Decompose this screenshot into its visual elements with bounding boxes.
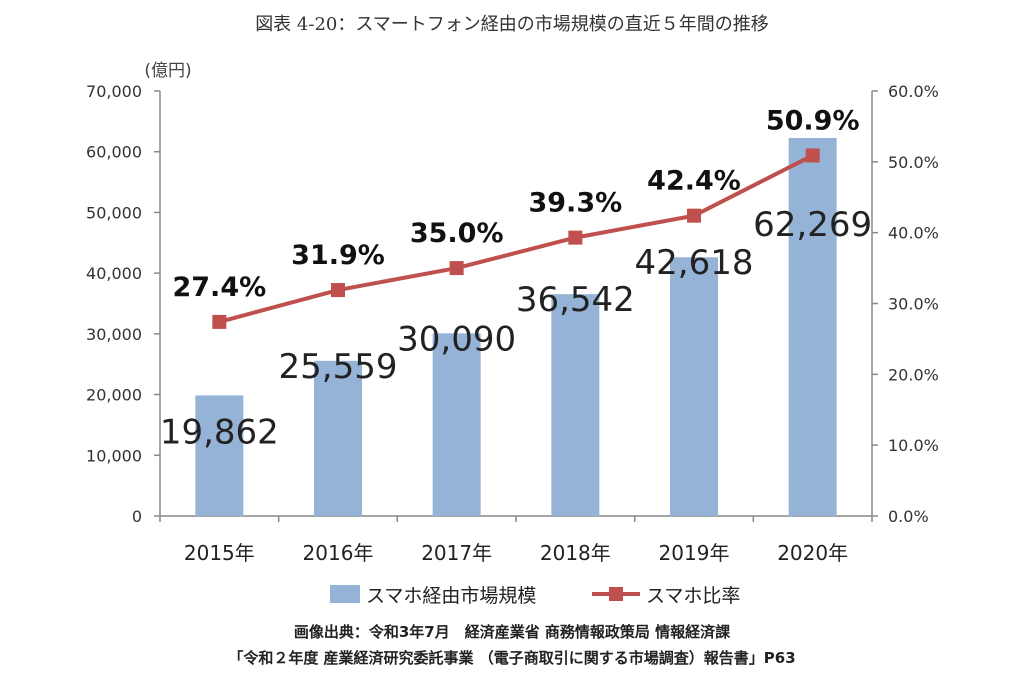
x-tick-label: 2019年	[659, 541, 730, 565]
left-tick-label: 10,000	[86, 446, 142, 465]
source-line-2: 「令和２年度 産業経済研究委託事業 （電子商取引に関する市場調査）報告書」P63	[228, 649, 795, 667]
right-tick-label: 50.0%	[888, 153, 939, 172]
ratio-marker	[331, 283, 345, 298]
ratio-value-label: 35.0%	[410, 218, 504, 249]
ratio-marker	[449, 261, 464, 276]
bar-value-label: 42,618	[635, 243, 754, 283]
bar-value-label: 36,542	[516, 280, 635, 320]
left-tick-label: 40,000	[86, 264, 142, 283]
left-tick-label: 20,000	[86, 386, 142, 405]
bar	[432, 333, 481, 516]
left-tick-label: 0	[132, 507, 142, 526]
bar-value-label: 19,862	[160, 412, 279, 452]
legend-line-label: スマホ比率	[646, 585, 740, 607]
bar	[670, 257, 718, 516]
x-tick-label: 2020年	[777, 541, 848, 565]
left-tick-label: 50,000	[86, 203, 142, 222]
x-tick-label: 2018年	[540, 541, 611, 565]
ratio-marker	[212, 314, 227, 329]
bar-value-label: 25,559	[279, 347, 398, 387]
left-tick-label: 70,000	[86, 82, 142, 101]
bar-value-label: 30,090	[397, 319, 516, 359]
ratio-value-label: 39.3%	[528, 188, 622, 219]
ratio-line	[212, 148, 820, 329]
ratio-marker	[805, 148, 820, 163]
x-tick-label: 2017年	[421, 541, 492, 565]
x-tick-label: 2015年	[184, 541, 255, 565]
legend-bar-swatch	[330, 585, 360, 603]
bar	[788, 137, 837, 516]
ratio-value-label: 31.9%	[291, 240, 385, 271]
right-tick-label: 30.0%	[888, 295, 939, 314]
bars	[195, 137, 837, 516]
ratio-marker	[687, 208, 701, 223]
right-tick-label: 40.0%	[888, 224, 939, 243]
figure-title: 図表 4-20：スマートフォン経由の市場規模の直近５年間の推移	[255, 14, 769, 35]
ratio-value-label: 50.9%	[766, 105, 860, 136]
right-tick-label: 20.0%	[888, 365, 939, 384]
ratio-value-label: 27.4%	[172, 272, 266, 303]
bar	[551, 294, 600, 516]
ratio-value-label: 42.4%	[647, 166, 741, 197]
bar	[195, 395, 244, 516]
legend-bar-label: スマホ経由市場規模	[366, 585, 536, 607]
legend-line-marker	[609, 587, 623, 601]
ratio-line-path	[218, 153, 814, 324]
ratio-marker	[568, 230, 583, 245]
right-tick-label: 10.0%	[888, 436, 939, 455]
left-tick-label: 30,000	[86, 325, 142, 344]
source-line-1: 画像出典：令和3年7月 経済産業省 商務情報政策局 情報経済課	[294, 623, 731, 641]
axes: 0 10,000 20,000 30,000 40,000 50,000 60,000 70,…	[86, 82, 939, 565]
x-tick-label: 2016年	[303, 541, 374, 565]
bar	[314, 360, 362, 516]
left-tick-label: 60,000	[86, 143, 142, 162]
bar-value-label: 62,269	[753, 205, 872, 245]
right-tick-label: 60.0%	[888, 82, 939, 101]
right-tick-label: 0.0%	[888, 507, 929, 526]
left-axis-unit: (億円)	[144, 61, 191, 81]
legend: スマホ経由市場規模 スマホ比率	[330, 585, 740, 607]
